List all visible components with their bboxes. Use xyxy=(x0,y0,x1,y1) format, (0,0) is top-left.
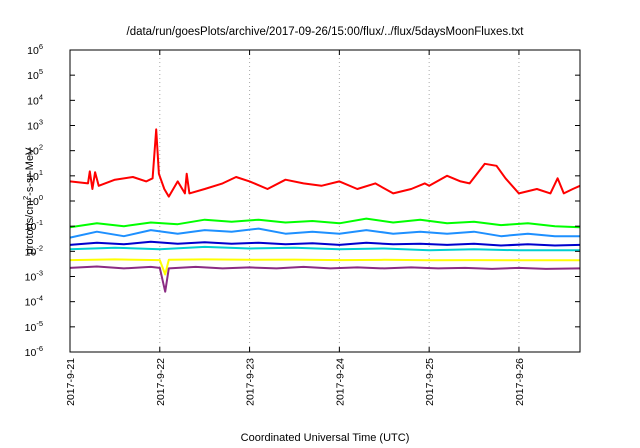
y-tick-base: 10 xyxy=(27,45,39,57)
series-line-6 xyxy=(69,265,581,293)
y-tick-base: 10 xyxy=(27,121,39,133)
y-tick-label: 10-5 xyxy=(25,319,43,334)
y-tick-exponent: 4 xyxy=(39,92,43,101)
y-tick-label: 102 xyxy=(27,143,43,158)
x-tick-label: 2017-9-23 xyxy=(245,358,257,406)
y-tick-exponent: -5 xyxy=(36,319,43,328)
x-tick-label: 2017-9-22 xyxy=(155,358,167,406)
y-tick-exponent: -6 xyxy=(36,344,43,353)
y-tick-base: 10 xyxy=(25,322,37,334)
y-tick-label: 105 xyxy=(27,67,43,82)
y-tick-base: 10 xyxy=(25,221,37,233)
y-tick-base: 10 xyxy=(27,171,39,183)
series-group xyxy=(69,128,581,293)
y-tick-exponent: 5 xyxy=(39,67,43,76)
y-tick-base: 10 xyxy=(25,246,37,258)
chart-title: /data/run/goesPlots/archive/2017-09-26/1… xyxy=(127,26,525,38)
y-axis-label-base: protons/cm xyxy=(24,200,36,254)
y-tick-label: 103 xyxy=(27,118,43,133)
y-tick-exponent: 1 xyxy=(39,168,43,177)
series-line-3 xyxy=(69,245,580,252)
y-tick-base: 10 xyxy=(27,70,39,82)
y-tick-label: 10-3 xyxy=(25,269,43,284)
y-tick-base: 10 xyxy=(27,196,39,208)
y-tick-base: 10 xyxy=(25,347,37,359)
x-tick-label: 2017-9-24 xyxy=(334,358,346,406)
y-tick-base: 10 xyxy=(27,146,39,158)
y-tick-exponent: 2 xyxy=(39,143,43,152)
x-tick-label: 2017-9-25 xyxy=(424,358,436,406)
y-axis-label: protons/cm2-s-sr-MeV xyxy=(21,147,36,255)
y-tick-exponent: -1 xyxy=(36,218,43,227)
y-tick-exponent: 0 xyxy=(39,193,43,202)
y-tick-label: 10-2 xyxy=(25,243,43,258)
y-tick-exponent: -2 xyxy=(36,243,43,252)
y-tick-exponent: -4 xyxy=(36,294,43,303)
series-line-1 xyxy=(69,217,581,229)
y-tick-label: 10-6 xyxy=(25,344,43,359)
x-axis-label: Coordinated Universal Time (UTC) xyxy=(241,432,410,444)
series-line-4 xyxy=(69,240,581,247)
y-tick-label: 100 xyxy=(27,193,43,208)
y-axis-ticks: 10610510410310210110010-110-210-310-410-… xyxy=(25,42,580,359)
x-tick-label: 2017-9-26 xyxy=(514,358,526,406)
y-tick-base: 10 xyxy=(25,272,37,284)
series-line-5 xyxy=(69,258,580,276)
y-tick-label: 101 xyxy=(27,168,43,183)
series-line-0 xyxy=(69,128,581,198)
y-tick-exponent: 3 xyxy=(39,118,43,127)
y-tick-exponent: -3 xyxy=(36,269,43,278)
y-tick-label: 106 xyxy=(27,42,43,57)
y-axis-label-sup: 2 xyxy=(21,196,30,200)
y-tick-base: 10 xyxy=(27,95,39,107)
y-tick-base: 10 xyxy=(25,297,37,309)
plot-frame xyxy=(69,49,581,353)
vertical-grid xyxy=(159,50,520,352)
series-line-2 xyxy=(69,227,580,239)
y-axis-label-rest: -s-sr-MeV xyxy=(24,147,36,196)
y-tick-label: 10-1 xyxy=(25,218,43,233)
y-tick-label: 104 xyxy=(27,92,43,107)
y-tick-exponent: 6 xyxy=(39,42,43,51)
x-tick-label: 2017-9-21 xyxy=(65,358,77,406)
x-axis-ticks: 2017-9-21 2017-9-22 2017-9-23 2017-9-24 2017… xyxy=(65,50,526,406)
y-tick-label: 10-4 xyxy=(25,294,43,309)
